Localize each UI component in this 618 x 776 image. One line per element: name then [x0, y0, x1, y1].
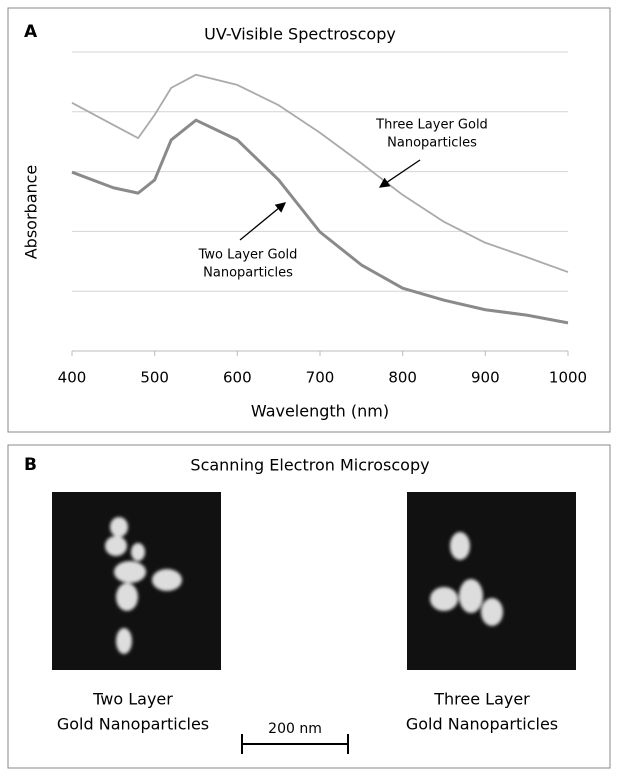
x-tick-label: 700: [306, 369, 335, 387]
x-tick-label: 800: [388, 369, 417, 387]
chart-title: UV-Visible Spectroscopy: [204, 25, 396, 44]
panel-label: A: [24, 22, 38, 42]
caption: Gold Nanoparticles: [406, 715, 558, 734]
x-tick-label: 400: [58, 369, 87, 387]
panel-label: B: [24, 455, 37, 475]
annotation: Nanoparticles: [387, 136, 477, 151]
scale-bar-label: 200 nm: [268, 721, 322, 737]
annotation-arrow: [378, 159, 421, 188]
x-tick-label: 900: [471, 369, 500, 387]
x-tick-label: 500: [140, 369, 169, 387]
sem-image: [52, 492, 221, 670]
x-tick-label: 1000: [549, 369, 587, 387]
scale-bar: [241, 734, 349, 754]
caption: Three Layer: [433, 690, 530, 709]
y-axis-label: Absorbance: [22, 165, 41, 260]
annotation: Three Layer Gold: [375, 118, 488, 133]
x-axis-label: Wavelength (nm): [251, 402, 389, 421]
annotation: Two Layer Gold: [198, 248, 298, 263]
plot: 400 500 600 700 800 900 1000 Three Layer Gold Na…: [58, 51, 587, 387]
caption: Gold Nanoparticles: [57, 715, 209, 734]
panel-a-frame: [7, 7, 611, 433]
sem-image: [407, 492, 576, 670]
annotation-arrow: [239, 202, 287, 241]
panel-title: Scanning Electron Microscopy: [190, 456, 429, 475]
x-tick-label: 600: [223, 369, 252, 387]
annotation: Nanoparticles: [203, 266, 293, 281]
panel-b-frame: [7, 444, 611, 769]
caption: Two Layer: [92, 690, 173, 709]
data-line: [71, 73, 569, 273]
data-line: [71, 118, 569, 325]
